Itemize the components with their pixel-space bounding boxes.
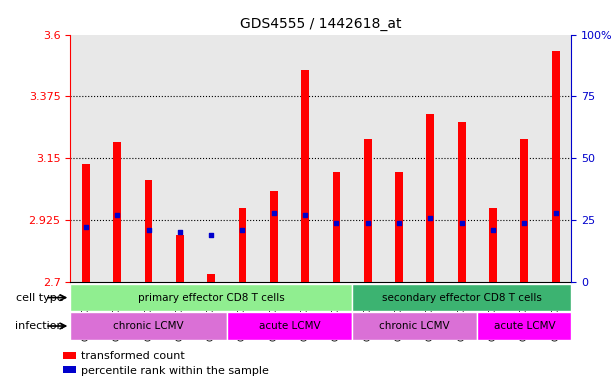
Bar [145, 180, 153, 282]
Text: primary effector CD8 T cells: primary effector CD8 T cells [138, 293, 285, 303]
Bar [227, 312, 352, 340]
Text: chronic LCMV: chronic LCMV [113, 321, 184, 331]
Text: chronic LCMV: chronic LCMV [379, 321, 450, 331]
Point [112, 212, 122, 218]
Point [300, 212, 310, 218]
Bar [63, 352, 76, 359]
Title: GDS4555 / 1442618_at: GDS4555 / 1442618_at [240, 17, 401, 31]
Point [488, 227, 498, 233]
Bar [176, 235, 184, 282]
Point [207, 232, 216, 238]
Point [363, 219, 373, 225]
Bar [489, 208, 497, 282]
Bar [63, 366, 76, 373]
Bar [301, 70, 309, 282]
Bar [477, 312, 571, 340]
Bar [395, 172, 403, 282]
Point [238, 227, 247, 233]
Bar [113, 142, 121, 282]
Text: acute LCMV: acute LCMV [258, 321, 320, 331]
Bar [238, 208, 246, 282]
Bar [352, 312, 477, 340]
Bar [70, 312, 227, 340]
Point [175, 229, 185, 235]
Bar [82, 164, 90, 282]
Text: transformed count: transformed count [81, 351, 185, 361]
Bar [552, 51, 560, 282]
Point [332, 219, 342, 225]
Bar [426, 114, 434, 282]
Text: percentile rank within the sample: percentile rank within the sample [81, 366, 269, 376]
Text: infection: infection [15, 321, 67, 331]
Point [394, 219, 404, 225]
Bar [70, 284, 352, 311]
Point [425, 215, 435, 221]
Point [144, 227, 153, 233]
Point [81, 224, 91, 230]
Bar [207, 274, 215, 282]
Bar [270, 191, 278, 282]
Bar [521, 139, 529, 282]
Text: secondary effector CD8 T cells: secondary effector CD8 T cells [382, 293, 541, 303]
Point [519, 219, 529, 225]
Text: cell type: cell type [16, 293, 67, 303]
Point [457, 219, 467, 225]
Bar [352, 284, 571, 311]
Bar [458, 122, 466, 282]
Point [269, 210, 279, 216]
Point [551, 210, 560, 216]
Text: acute LCMV: acute LCMV [494, 321, 555, 331]
Bar [364, 139, 371, 282]
Bar [332, 172, 340, 282]
